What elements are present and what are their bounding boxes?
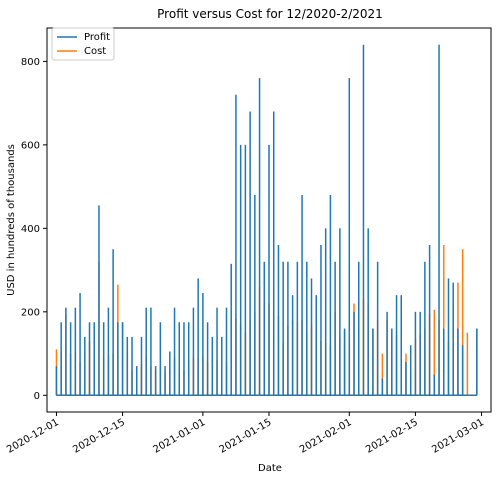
x-axis-title: Date — [258, 463, 282, 474]
legend-label-profit: Profit — [84, 32, 110, 43]
y-tick-label: 800 — [21, 57, 40, 68]
legend: Profit Cost — [51, 27, 115, 61]
legend-box — [51, 27, 115, 61]
y-axis-title: USD in hundreds of thousands — [6, 144, 17, 296]
y-tick-label: 0 — [34, 391, 40, 402]
chart-title: Profit versus Cost for 12/2020-2/2021 — [157, 7, 383, 21]
y-axis: 0 200 400 600 800 — [21, 57, 47, 402]
y-tick-label: 400 — [21, 224, 40, 235]
y-tick-label: 200 — [21, 307, 40, 318]
legend-label-cost: Cost — [84, 46, 106, 57]
plot-area — [55, 44, 478, 397]
y-tick-label: 600 — [21, 140, 40, 151]
profit-series — [55, 44, 478, 397]
